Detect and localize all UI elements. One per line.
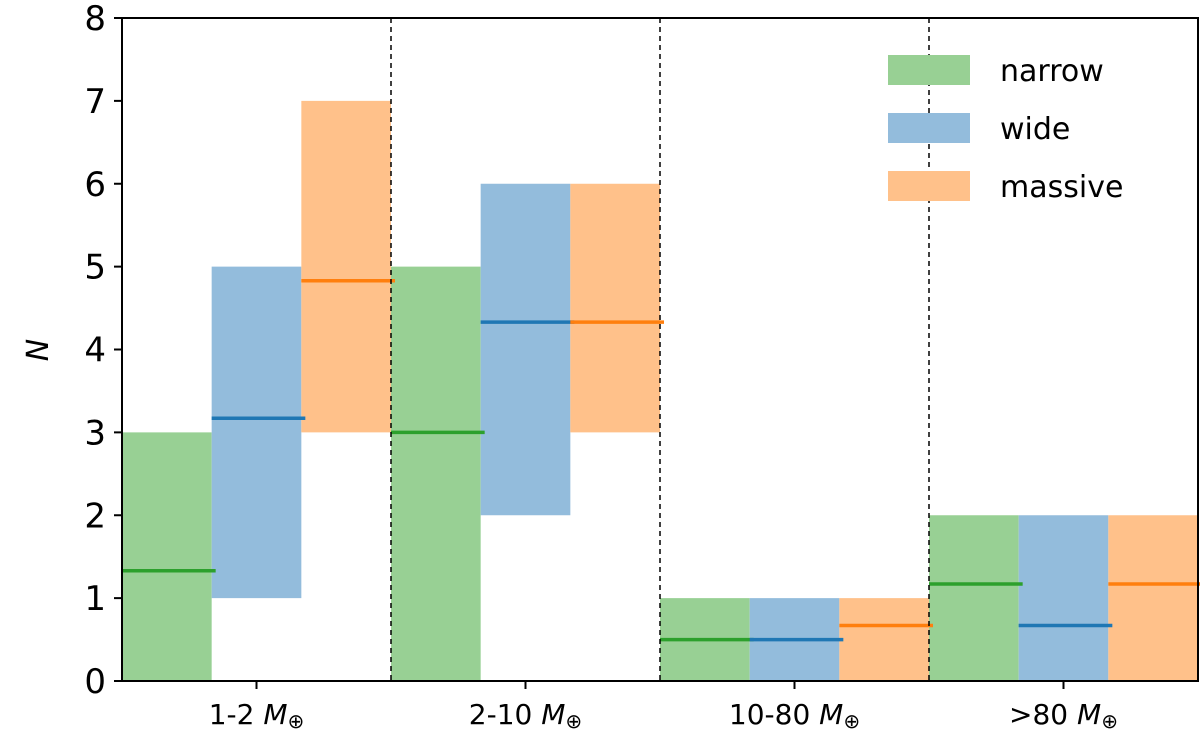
y-tick-label: 4 <box>84 331 106 371</box>
y-tick-label: 1 <box>84 579 106 619</box>
x-tick-label: 2-10 M⊕ <box>469 698 582 733</box>
legend-swatch-massive <box>888 171 970 201</box>
legend-swatch-wide <box>888 113 970 143</box>
y-tick-label: 8 <box>84 0 106 39</box>
bar-narrow-3 <box>929 515 1019 681</box>
legend: narrow wide massive <box>888 54 1123 205</box>
bar-massive-0 <box>301 100 391 433</box>
bar-wide-0 <box>211 266 302 599</box>
x-tick-label: 1-2 M⊕ <box>209 698 305 733</box>
y-tick-label: 0 <box>84 662 106 702</box>
x-tick-label: >80 M⊕ <box>1009 698 1118 733</box>
legend-swatch-narrow <box>888 55 970 85</box>
legend-label-massive: massive <box>1000 170 1123 205</box>
y-tick-label: 3 <box>84 413 106 453</box>
bar-massive-3 <box>1108 515 1198 681</box>
y-tick-label: 5 <box>84 248 106 288</box>
bar-wide-3 <box>1018 515 1109 681</box>
bar-wide-1 <box>480 183 571 516</box>
bar-massive-1 <box>570 183 660 433</box>
y-tick-label: 2 <box>84 496 106 536</box>
x-tick-label: 10-80 M⊕ <box>729 698 860 733</box>
bar-narrow-0 <box>122 432 212 681</box>
y-axis-label: N <box>21 339 56 361</box>
bar-narrow-1 <box>391 266 481 681</box>
legend-label-narrow: narrow <box>1000 54 1104 89</box>
bar-massive-2 <box>839 598 929 681</box>
y-tick-label: 7 <box>84 82 106 122</box>
legend-label-wide: wide <box>1000 112 1070 147</box>
y-tick-label: 6 <box>84 165 106 205</box>
plot-area: 0 1 2 3 4 5 6 7 8 1-2 M⊕ 2-10 M⊕ 10-80 M⊕ >80 M⊕ narr… <box>84 0 1200 733</box>
